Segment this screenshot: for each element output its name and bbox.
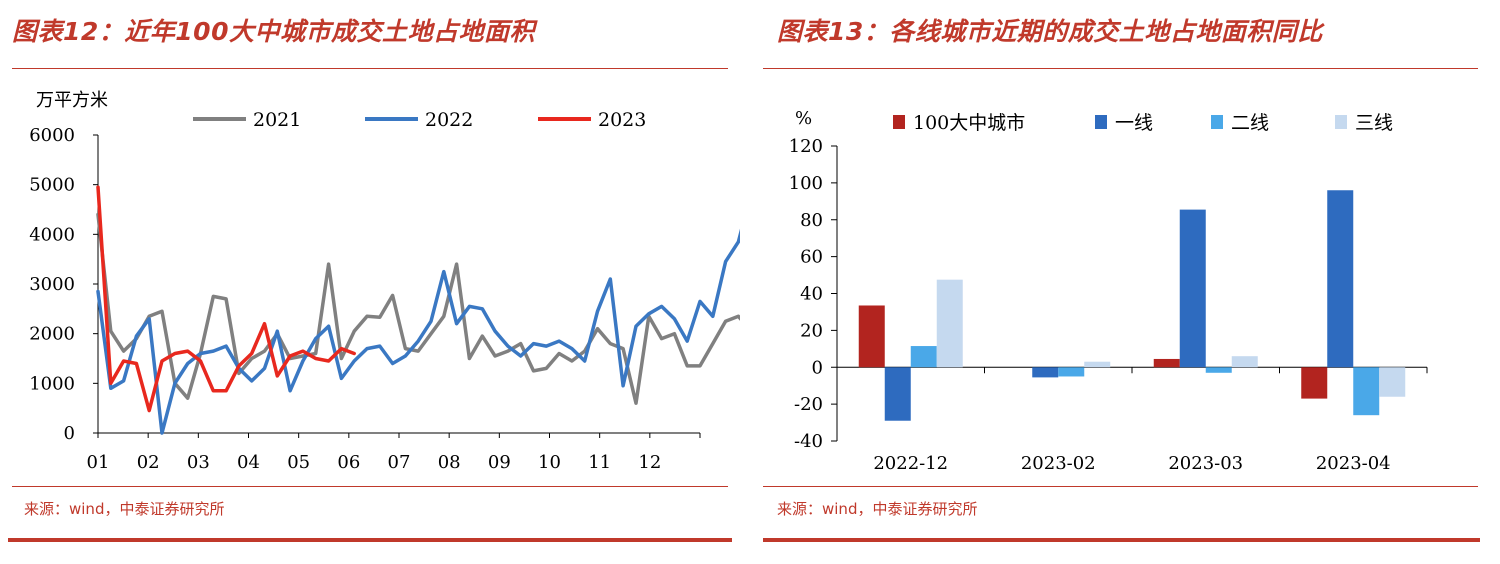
x-tick-label: 04 xyxy=(237,452,260,473)
bar xyxy=(1379,367,1406,397)
legend-label: 2021 xyxy=(253,109,301,131)
y-tick-label: 120 xyxy=(789,136,823,157)
legend-swatch xyxy=(893,115,905,129)
bar xyxy=(1205,367,1232,373)
legend-label: 一线 xyxy=(1115,112,1153,134)
legend-label: 2022 xyxy=(425,109,473,131)
source-divider xyxy=(763,486,1478,487)
y-tick-label: 3000 xyxy=(29,274,75,295)
legend-swatch xyxy=(1095,115,1107,129)
chart-title: 图表12：近年100大中城市成交土地占地面积 xyxy=(12,17,535,46)
bar xyxy=(910,346,937,368)
source-note: 来源：wind，中泰证券研究所 xyxy=(24,500,225,518)
x-tick-label: 11 xyxy=(588,452,611,473)
x-tick-label: 01 xyxy=(87,452,110,473)
legend-label: 三线 xyxy=(1355,112,1393,134)
y-axis-unit: % xyxy=(795,108,812,129)
bar xyxy=(1231,356,1258,368)
line-chart: 万平方米 0 1000 2000 3000 4000 5000 6000 01 02 03 04 05 0… xyxy=(29,90,740,473)
series-line-2021 xyxy=(96,212,740,405)
y-tick-label: 60 xyxy=(800,247,823,268)
bar xyxy=(1327,190,1354,368)
series-line-2022 xyxy=(96,228,740,435)
panel-yoy-chart: 图表13：各线城市近期的成交土地占地面积同比 % -40 -20 0 20 40 60 80 1… xyxy=(755,0,1500,564)
source-divider xyxy=(12,486,728,487)
y-tick-label: 1000 xyxy=(29,373,75,394)
panel-land-area-chart: 图表12：近年100大中城市成交土地占地面积 万平方米 0 1000 2000 3000… xyxy=(0,0,740,564)
title-divider xyxy=(12,68,728,69)
bar xyxy=(884,367,911,421)
legend-swatch xyxy=(1211,115,1223,129)
bar xyxy=(1153,358,1180,368)
y-axis-unit: 万平方米 xyxy=(36,90,108,111)
x-tick-label: 05 xyxy=(287,452,310,473)
y-tick-label: 0 xyxy=(64,423,75,444)
y-tick-label: 2000 xyxy=(29,324,75,345)
y-tick-label: 4000 xyxy=(29,224,75,245)
x-tick-label: 10 xyxy=(538,452,561,473)
x-tick-label: 07 xyxy=(388,452,411,473)
x-tick-label: 2022-12 xyxy=(873,453,948,474)
y-tick-label: 40 xyxy=(800,284,823,305)
x-tick-label: 03 xyxy=(187,452,210,473)
x-tick-label: 06 xyxy=(337,452,360,473)
y-tick-label: 0 xyxy=(812,357,823,378)
x-tick-label: 12 xyxy=(638,452,661,473)
legend-swatch xyxy=(1335,115,1347,129)
legend-label: 100大中城市 xyxy=(913,112,1025,134)
bar xyxy=(1058,367,1085,377)
bar xyxy=(1353,367,1380,416)
bar xyxy=(1084,361,1111,368)
bottom-bar xyxy=(8,538,732,542)
chart-title: 图表13：各线城市近期的成交土地占地面积同比 xyxy=(777,17,1323,46)
bar xyxy=(936,279,963,368)
title-divider xyxy=(763,68,1478,69)
bar xyxy=(1179,209,1206,368)
y-tick-label: 80 xyxy=(800,210,823,231)
x-tick-label: 09 xyxy=(488,452,511,473)
legend-label: 二线 xyxy=(1231,112,1269,134)
bar xyxy=(858,305,885,368)
y-tick-label: 6000 xyxy=(29,125,75,146)
x-tick-label: 2023-02 xyxy=(1021,453,1096,474)
series-line-2023 xyxy=(96,185,356,413)
y-tick-label: -20 xyxy=(794,394,823,415)
x-tick-label: 08 xyxy=(438,452,461,473)
bar-chart: % -40 -20 0 20 40 60 80 100 120 2022-12 2023-02 2023… xyxy=(789,108,1428,474)
y-tick-label: -40 xyxy=(794,431,823,452)
y-tick-label: 100 xyxy=(789,173,823,194)
bottom-bar xyxy=(763,538,1480,542)
x-tick-label: 2023-04 xyxy=(1316,453,1391,474)
x-tick-label: 02 xyxy=(137,452,160,473)
bar xyxy=(1301,367,1328,399)
bar xyxy=(1032,367,1059,378)
y-tick-label: 20 xyxy=(800,320,823,341)
source-note: 来源：wind，中泰证券研究所 xyxy=(777,500,978,518)
x-tick-label: 2023-03 xyxy=(1168,453,1243,474)
legend-label: 2023 xyxy=(598,109,646,131)
y-tick-label: 5000 xyxy=(29,175,75,196)
